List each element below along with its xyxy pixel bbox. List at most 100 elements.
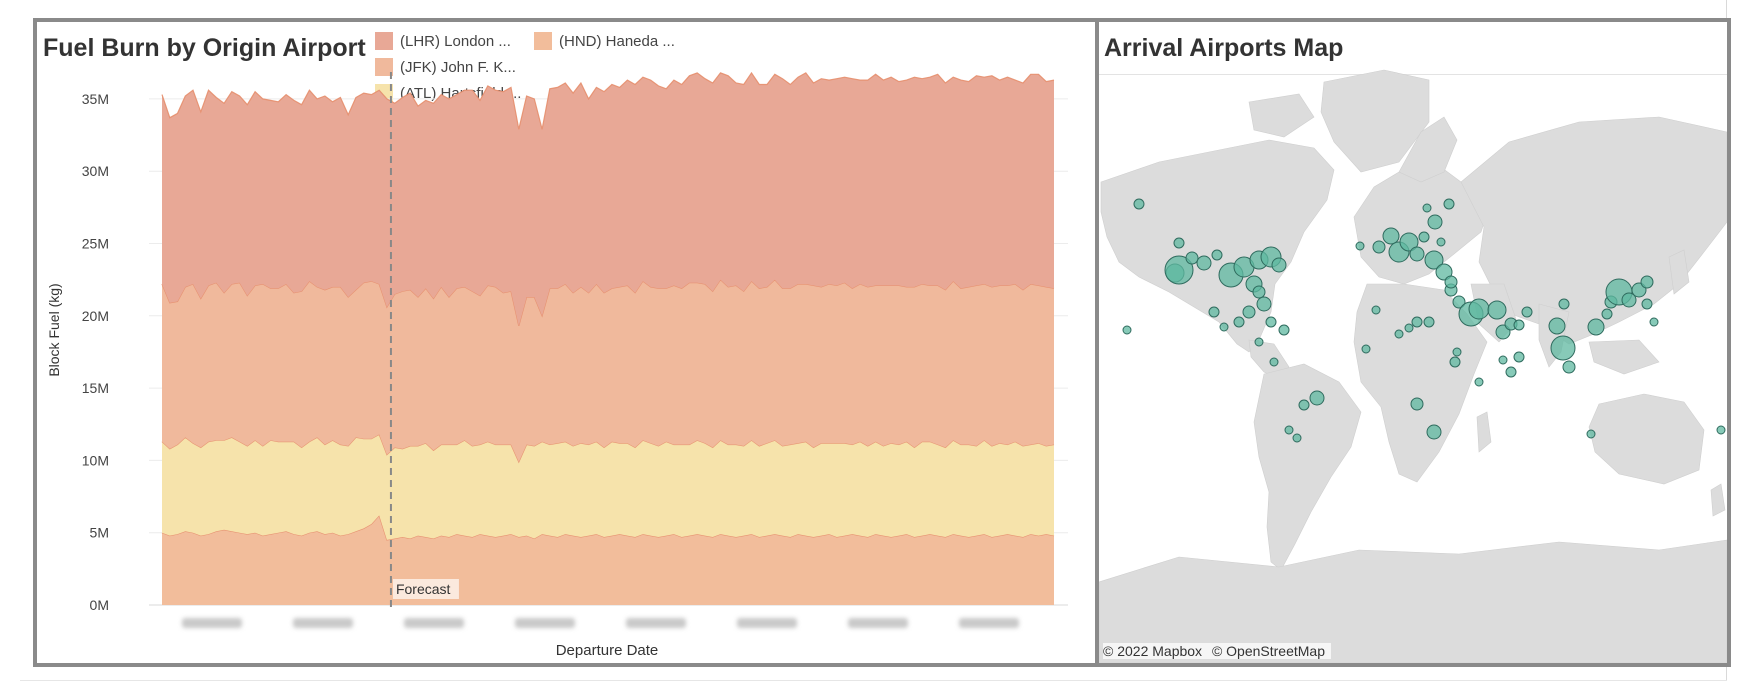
airport-marker[interactable]	[1474, 377, 1484, 387]
airport-marker[interactable]	[1309, 390, 1325, 406]
airport-marker[interactable]	[1372, 240, 1386, 254]
area-series-edge	[161, 71, 1055, 130]
airport-marker[interactable]	[1133, 198, 1145, 210]
airport-marker[interactable]	[1219, 322, 1229, 332]
airport-marker[interactable]	[1292, 433, 1302, 443]
legend-swatch	[534, 32, 552, 50]
airport-marker[interactable]	[1254, 337, 1264, 347]
airport-marker[interactable]	[1513, 351, 1525, 363]
landmass	[1320, 69, 1430, 173]
airport-marker[interactable]	[1548, 317, 1566, 335]
airport-marker[interactable]	[1505, 366, 1517, 378]
airport-marker[interactable]	[1394, 329, 1404, 339]
airport-marker[interactable]	[1452, 347, 1462, 357]
airport-marker[interactable]	[1435, 263, 1453, 281]
landmass	[1100, 139, 1335, 353]
airport-marker[interactable]	[1716, 425, 1726, 435]
y-tick-label: 0M	[90, 597, 109, 613]
airport-marker[interactable]	[1513, 319, 1525, 331]
airport-marker[interactable]	[1233, 316, 1245, 328]
airport-marker[interactable]	[1252, 285, 1266, 299]
x-tick-label	[959, 618, 1019, 628]
airport-marker[interactable]	[1641, 298, 1653, 310]
airport-marker[interactable]	[1122, 325, 1132, 335]
airport-marker[interactable]	[1265, 316, 1277, 328]
airport-marker[interactable]	[1361, 344, 1371, 354]
fuel-burn-chart-panel: Fuel Burn by Origin Airport (LHR) London…	[33, 18, 1099, 667]
y-tick-label: 15M	[82, 380, 109, 396]
airport-marker[interactable]	[1426, 424, 1442, 440]
airport-marker[interactable]	[1586, 429, 1596, 439]
airport-marker[interactable]	[1424, 250, 1444, 270]
airport-marker[interactable]	[1371, 305, 1381, 315]
landmass	[1398, 116, 1458, 183]
airport-marker[interactable]	[1399, 232, 1419, 252]
airport-marker[interactable]	[1498, 355, 1508, 365]
legend-item[interactable]: (JFK) John F. K...	[375, 56, 516, 78]
area-series[interactable]	[162, 515, 1054, 605]
legend-label: (HND) Haneda ...	[559, 32, 675, 50]
airport-marker[interactable]	[1164, 255, 1194, 285]
area-series[interactable]	[162, 279, 1054, 462]
airport-marker[interactable]	[1550, 335, 1576, 361]
airport-marker[interactable]	[1298, 399, 1310, 411]
airport-marker[interactable]	[1411, 316, 1423, 328]
landmass	[1476, 411, 1492, 453]
airport-marker[interactable]	[1427, 214, 1443, 230]
area-series[interactable]	[162, 434, 1054, 540]
airport-marker[interactable]	[1423, 316, 1435, 328]
airport-marker[interactable]	[1409, 246, 1425, 262]
airport-marker[interactable]	[1355, 241, 1365, 251]
airport-marker[interactable]	[1640, 275, 1654, 289]
map-title-divider	[1099, 74, 1727, 75]
airport-marker[interactable]	[1284, 425, 1294, 435]
x-tick-label	[293, 618, 353, 628]
airport-marker[interactable]	[1173, 237, 1185, 249]
world-map[interactable]	[1099, 22, 1727, 663]
legend-label: (LHR) London ...	[400, 32, 511, 50]
airport-marker[interactable]	[1211, 249, 1223, 261]
area-chart-svg[interactable]: 0M 5M 10M 15M 20M 25M 30M 35M Departure Date Bloc…	[37, 22, 1095, 663]
airport-marker[interactable]	[1242, 305, 1256, 319]
legend-swatch	[375, 32, 393, 50]
airport-marker[interactable]	[1404, 323, 1414, 333]
airport-marker[interactable]	[1382, 227, 1400, 245]
landmass	[1253, 363, 1362, 571]
airport-marker[interactable]	[1558, 298, 1570, 310]
airport-marker[interactable]	[1443, 198, 1455, 210]
airport-marker[interactable]	[1649, 317, 1659, 327]
airport-marker[interactable]	[1256, 296, 1272, 312]
x-tick-label	[737, 618, 797, 628]
legend-label: (JFK) John F. K...	[400, 58, 516, 76]
airport-marker[interactable]	[1418, 231, 1430, 243]
airport-marker[interactable]	[1452, 295, 1466, 309]
airport-marker[interactable]	[1196, 255, 1212, 271]
openstreetmap-attribution[interactable]: © OpenStreetMap	[1211, 643, 1325, 659]
y-tick-label: 10M	[82, 452, 109, 468]
legend-swatch	[375, 58, 393, 76]
airport-marker[interactable]	[1271, 257, 1287, 273]
airport-marker[interactable]	[1521, 306, 1533, 318]
airport-marker[interactable]	[1601, 308, 1613, 320]
airport-marker[interactable]	[1562, 360, 1576, 374]
airport-marker[interactable]	[1587, 318, 1605, 336]
area-series[interactable]	[162, 72, 1054, 326]
airport-marker[interactable]	[1487, 300, 1507, 320]
airport-marker[interactable]	[1436, 237, 1446, 247]
airport-marker[interactable]	[1444, 275, 1458, 289]
x-tick-label	[626, 618, 686, 628]
x-tick-label	[182, 618, 242, 628]
airport-marker[interactable]	[1410, 397, 1424, 411]
legend-item[interactable]: (LHR) London ...	[375, 30, 511, 52]
airport-marker[interactable]	[1621, 292, 1637, 308]
airport-marker[interactable]	[1208, 306, 1220, 318]
mapbox-attribution[interactable]: © 2022 Mapbox	[1103, 643, 1203, 659]
legend-item[interactable]: (HND) Haneda ...	[534, 30, 675, 52]
airport-marker[interactable]	[1468, 298, 1490, 320]
airport-marker[interactable]	[1185, 251, 1199, 265]
airport-marker[interactable]	[1269, 357, 1279, 367]
airport-marker[interactable]	[1422, 203, 1432, 213]
map-title: Arrival Airports Map	[1104, 34, 1344, 62]
airport-marker[interactable]	[1449, 356, 1461, 368]
airport-marker[interactable]	[1278, 324, 1290, 336]
